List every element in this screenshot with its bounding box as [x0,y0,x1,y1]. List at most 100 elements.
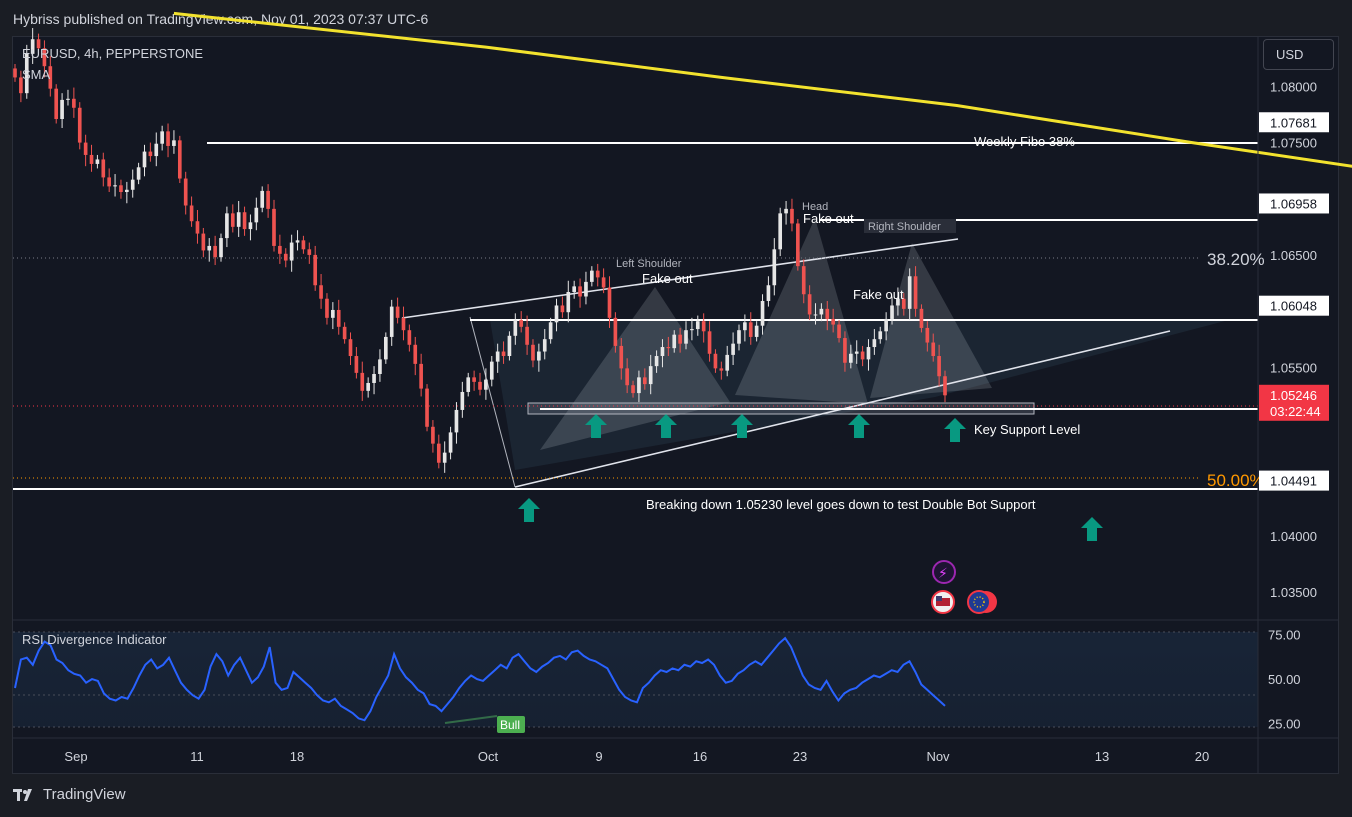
price-tick-label: 1.06500 [1270,248,1317,263]
candle-body [719,368,724,371]
rsi-tick-label: 25.00 [1268,717,1301,732]
candle-body [548,322,553,340]
price-level-badge [1259,112,1329,133]
candle-body [154,143,159,157]
candle-body [766,285,771,301]
candle-body [860,351,865,360]
candle-body [266,190,270,209]
candle-body [160,131,164,144]
bull-badge [497,716,525,733]
tradingview-icon [13,788,32,801]
candle-body [378,359,382,374]
candle-body [901,298,906,309]
candle-body [907,276,912,309]
candle-body [537,351,541,361]
candle-body [495,351,500,362]
candle-body [24,53,29,94]
candle-body [743,322,747,331]
current-price-label: 1.05246 [1270,388,1317,403]
candle-body [454,409,459,433]
candle-body [66,98,70,100]
time-tick-label: Sep [64,749,87,764]
lightning-icon[interactable] [932,560,956,584]
candle-body [731,343,735,355]
candle-body [925,327,930,343]
candle-body [460,391,465,410]
candle-body [748,322,753,337]
sma-line-group [173,11,1352,168]
up-arrow-icon [585,414,607,438]
price-tick-label: 1.08000 [1270,79,1317,94]
candle-body [813,314,818,316]
candle-body [554,305,559,323]
candle-body [42,48,47,67]
candle-body [342,326,347,340]
candle-body [448,432,453,453]
candle-body [295,240,300,243]
candle-body [760,300,765,326]
time-tick-label: Oct [478,749,499,764]
candle-body [837,324,841,339]
tradingview-logo[interactable]: TradingView [13,786,126,803]
rsi-tick-label: 50.00 [1268,672,1301,687]
time-axis[interactable]: Sep 11 18 Oct 9 16 23 Nov 13 20 [64,749,1209,764]
candle-body [36,39,41,49]
eu-flag-icon[interactable] [967,590,991,614]
candle-body [113,185,117,187]
sma-line [173,11,1352,168]
candle-body [943,376,947,396]
candle-body [595,270,600,278]
price-level-label: 1.06048 [1270,299,1317,314]
candle-body [819,308,824,315]
price-axis[interactable]: 1.08000 1.07500 1.06500 1.05500 1.04000 1.035… [1259,79,1329,600]
candle-body [637,377,641,394]
sma-legend[interactable]: SMA [22,67,51,82]
candle-body [466,377,471,392]
candle-body [366,382,370,391]
candle-body [831,318,835,325]
fib-50-label: 50.00% [1207,471,1265,490]
candle-body [484,379,488,390]
candle-body [236,212,241,227]
candle-body [283,253,288,261]
candle-body [77,107,82,143]
candle-body [896,298,900,306]
candle-body [713,353,718,369]
rsi-legend[interactable]: RSI Divergence Indicator [22,632,167,647]
candle-body [195,221,200,234]
candle-body [136,167,141,180]
candle-body [354,356,359,373]
symbol-legend[interactable]: EURUSD, 4h, PEPPERSTONE [22,46,204,61]
candle-body [778,213,783,250]
price-level-label: 1.04491 [1270,474,1317,489]
time-tick-label: 16 [693,749,707,764]
candle-body [531,344,535,361]
candle-body [313,254,318,286]
up-arrow-icon [518,498,540,522]
candle-body [60,99,64,120]
candle-body [166,131,170,146]
candle-body [884,318,888,332]
rsi-line [14,636,946,722]
left-shoulder-label: Left Shoulder [616,258,682,270]
candle-body [489,361,494,380]
fakeout-head-label: Fake out [803,211,854,226]
candle-body [931,342,936,357]
candle-body [419,363,423,389]
right-shoulder-label: Right Shoulder [868,221,941,233]
currency-button[interactable]: USD [1263,39,1334,70]
candle-body [389,306,394,337]
candle-body [13,68,17,78]
candle-body [507,335,512,357]
candle-body [107,177,112,187]
candle-body [654,356,659,367]
event-icons[interactable]: ⚡ [931,560,997,614]
price-level-badge [1259,295,1329,316]
candle-body [848,353,853,363]
time-tick-label: Nov [926,749,950,764]
candle-body [260,190,265,208]
candle-body [325,298,329,318]
candle-body [807,294,812,315]
candle-body [95,159,100,164]
